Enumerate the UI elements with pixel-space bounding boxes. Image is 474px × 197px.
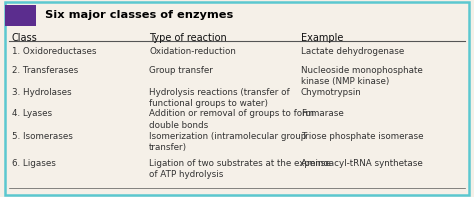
Text: Ligation of two substrates at the expense
of ATP hydrolysis: Ligation of two substrates at the expens… bbox=[149, 159, 331, 179]
Text: 2. Transferases: 2. Transferases bbox=[12, 66, 78, 75]
Text: Group transfer: Group transfer bbox=[149, 66, 213, 75]
Text: Addition or removal of groups to form
double bonds: Addition or removal of groups to form do… bbox=[149, 109, 314, 130]
Text: Hydrolysis reactions (transfer of
functional groups to water): Hydrolysis reactions (transfer of functi… bbox=[149, 88, 290, 108]
Text: Type of reaction: Type of reaction bbox=[149, 33, 227, 43]
Text: Nucleoside monophosphate
kinase (NMP kinase): Nucleoside monophosphate kinase (NMP kin… bbox=[301, 66, 423, 86]
Text: 3. Hydrolases: 3. Hydrolases bbox=[12, 88, 72, 97]
Text: Fumarase: Fumarase bbox=[301, 109, 344, 118]
Text: 5. Isomerases: 5. Isomerases bbox=[12, 132, 73, 141]
Text: Triose phosphate isomerase: Triose phosphate isomerase bbox=[301, 132, 423, 141]
Text: 6. Ligases: 6. Ligases bbox=[12, 159, 56, 168]
Text: Example: Example bbox=[301, 33, 343, 43]
Text: Chymotrypsin: Chymotrypsin bbox=[301, 88, 362, 97]
Text: 4. Lyases: 4. Lyases bbox=[12, 109, 52, 118]
Text: 1. Oxidoreductases: 1. Oxidoreductases bbox=[12, 47, 96, 56]
Text: Isomerization (intramolecular group
transfer): Isomerization (intramolecular group tran… bbox=[149, 132, 307, 152]
Text: Aminoacyl-tRNA synthetase: Aminoacyl-tRNA synthetase bbox=[301, 159, 423, 168]
FancyBboxPatch shape bbox=[5, 2, 469, 195]
Text: Class: Class bbox=[12, 33, 37, 43]
FancyBboxPatch shape bbox=[5, 5, 36, 26]
Text: Oxidation-reduction: Oxidation-reduction bbox=[149, 47, 236, 56]
Text: Six major classes of enzymes: Six major classes of enzymes bbox=[45, 10, 233, 20]
Text: Lactate dehydrogenase: Lactate dehydrogenase bbox=[301, 47, 404, 56]
